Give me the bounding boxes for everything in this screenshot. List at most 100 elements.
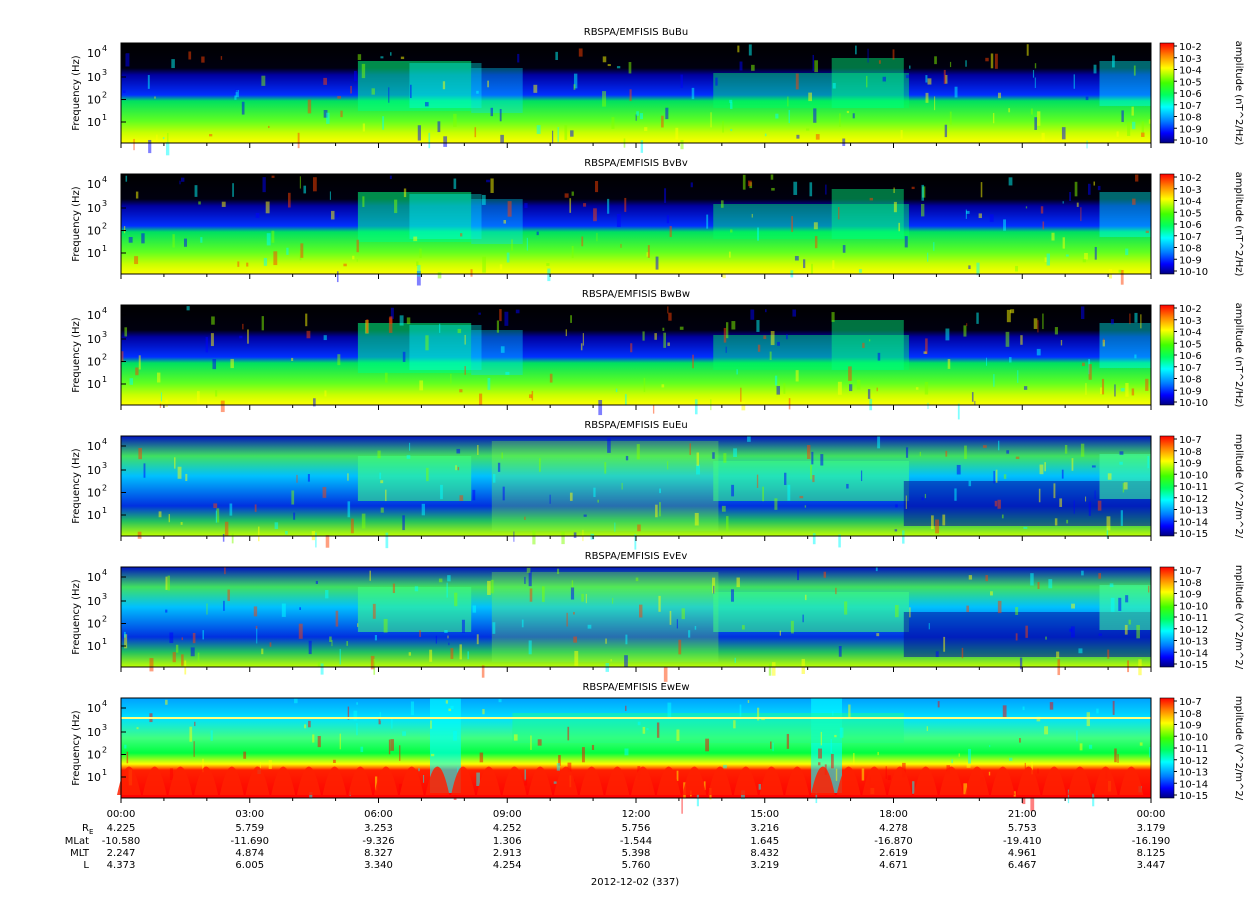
ephemeris-value: 1.645 <box>750 836 779 847</box>
spectrogram-streak <box>1040 206 1044 214</box>
ephemeris-value: -11.690 <box>230 836 269 847</box>
spectrogram-streak <box>551 130 554 144</box>
spectrogram-streak <box>1008 177 1013 186</box>
spectrogram-streak <box>825 184 827 195</box>
spectrogram-streak <box>546 263 550 266</box>
spectrogram-streak <box>1051 232 1055 241</box>
spectrogram-streak <box>813 108 817 123</box>
spectrogram-streak <box>772 742 774 752</box>
spectrogram-streak <box>1003 219 1006 231</box>
spectrogram-patch <box>409 325 482 370</box>
emission-arch <box>296 766 321 795</box>
y-tick-label: 10 <box>87 356 101 369</box>
spectrogram-streak <box>457 767 459 776</box>
spectrogram-streak <box>528 570 532 587</box>
spectrogram-streak <box>892 49 895 60</box>
spectrogram-streak <box>1114 384 1116 397</box>
spectrogram-streak <box>422 774 425 783</box>
emission-arch <box>579 766 604 795</box>
spectrogram-streak <box>989 214 994 222</box>
spectrogram-streak <box>448 642 450 646</box>
spectrogram-streak <box>481 194 486 205</box>
spectrogram-streak <box>734 657 736 663</box>
spectrogram-streak <box>667 702 672 718</box>
spectrogram-streak <box>598 400 603 416</box>
spectrogram-streak <box>1112 55 1115 68</box>
spectrogram-streak <box>459 389 463 393</box>
spectrogram-streak <box>1133 65 1136 76</box>
spectrogram-streak <box>402 351 406 362</box>
spectrogram-streak <box>343 263 347 267</box>
spectrogram-streak <box>201 56 205 63</box>
colorbar-tick-label: 10-4 <box>1179 197 1202 208</box>
spectrogram-streak <box>710 112 712 128</box>
spectrogram-streak <box>615 388 618 393</box>
spectrogram-streak <box>876 633 880 637</box>
spectrogram-streak <box>966 605 970 613</box>
spectrogram-streak <box>729 99 733 103</box>
spectrogram-streak <box>882 76 886 82</box>
spectrogram-streak <box>885 766 887 779</box>
spectrogram-streak <box>220 400 225 413</box>
spectrogram-streak <box>569 492 573 501</box>
spectrogram-streak <box>926 726 928 732</box>
spectrogram-streak <box>453 730 457 741</box>
spectrogram-streak <box>291 357 294 361</box>
spectrogram-streak <box>762 486 764 502</box>
spectrogram-streak <box>1129 313 1131 325</box>
colorbar-tick-label: 10-10 <box>1179 601 1208 612</box>
spectrogram-streak <box>337 96 342 99</box>
spectrogram-streak <box>227 589 230 602</box>
spectrogram-streak <box>428 132 431 149</box>
spectrogram-streak <box>179 180 181 185</box>
spectrogram-streak <box>607 198 610 214</box>
spectrogram-streak <box>306 330 311 339</box>
spectrogram-streak <box>1015 633 1018 641</box>
spectrogram-streak <box>806 445 811 460</box>
spectrogram-streak <box>297 132 300 149</box>
spectrogram-streak <box>361 63 366 79</box>
spectrogram-streak <box>298 623 303 639</box>
colorbar-tick-label: 10-7 <box>1179 232 1202 243</box>
spectrogram-streak <box>457 328 462 334</box>
spectrogram-streak <box>640 140 644 153</box>
colorbar-tick-label: 10-4 <box>1179 66 1202 77</box>
y-tick-exponent: 1 <box>102 637 107 646</box>
spectrogram-streak <box>571 580 574 590</box>
spectrogram-streak <box>1127 660 1130 673</box>
spectrogram-streak <box>797 569 799 581</box>
spectrogram-streak <box>296 474 298 483</box>
spectrogram-streak <box>1076 202 1079 207</box>
x-tick-label: 18:00 <box>879 809 908 820</box>
spectrogram-streak <box>329 191 332 200</box>
spectrogram-streak <box>307 99 312 114</box>
spectrogram-streak <box>477 444 479 455</box>
colorbar-tick-label: 10-9 <box>1179 721 1202 732</box>
spectrogram-streak <box>241 101 245 115</box>
spectrogram-streak <box>1139 742 1143 746</box>
spectrogram-streak <box>313 398 316 407</box>
spectrogram-streak <box>299 176 301 189</box>
spectrogram-streak <box>994 500 998 507</box>
spectrogram-streak <box>1120 387 1125 392</box>
colorbar-tick-label: 10-10 <box>1179 470 1208 481</box>
y-tick-label: 10 <box>87 71 101 84</box>
emission-arch <box>451 766 476 795</box>
ephemeris-value: 4.278 <box>879 823 908 834</box>
ephemeris-value: 5.756 <box>622 823 651 834</box>
spectrogram-streak <box>878 60 881 64</box>
spectrogram-streak <box>591 744 595 750</box>
spectrogram-streak <box>1048 579 1053 589</box>
spectrogram-streak <box>450 373 452 384</box>
spectrogram-streak <box>794 255 799 261</box>
emission-arch <box>605 766 630 795</box>
spectrogram-streak <box>265 201 270 214</box>
spectrogram-streak <box>712 452 715 459</box>
spectrogram-streak <box>1054 518 1058 526</box>
spectrogram-streak <box>383 618 388 633</box>
spectrogram-streak <box>815 134 820 140</box>
spectrogram-streak <box>590 533 595 540</box>
spectrogram-streak <box>1081 570 1084 576</box>
spectrogram-streak <box>667 461 669 470</box>
spectrogram-streak <box>194 185 198 197</box>
